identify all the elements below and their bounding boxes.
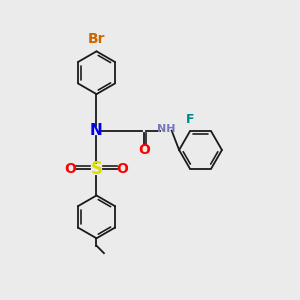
Text: O: O bbox=[138, 143, 150, 157]
Text: S: S bbox=[91, 160, 103, 178]
Text: NH: NH bbox=[157, 124, 176, 134]
Text: O: O bbox=[116, 162, 128, 176]
Text: F: F bbox=[186, 113, 194, 126]
Text: O: O bbox=[65, 162, 76, 176]
Text: Br: Br bbox=[88, 32, 105, 46]
Text: N: N bbox=[90, 123, 103, 138]
